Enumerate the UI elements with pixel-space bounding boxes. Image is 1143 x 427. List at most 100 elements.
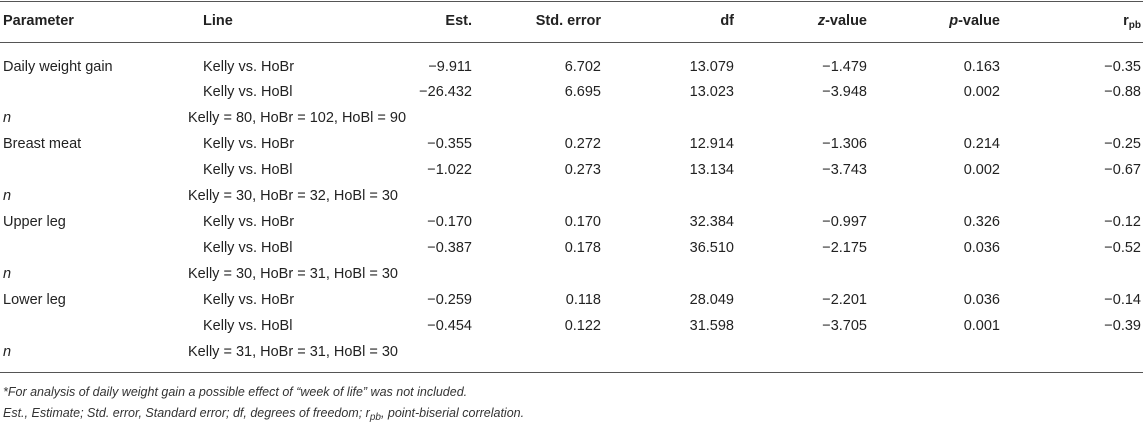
header-df: df xyxy=(720,13,734,29)
table-row: Kelly vs. HoBl −26.432 6.695 13.023 −3.9… xyxy=(0,80,1143,104)
cell-p-value: 0.326 xyxy=(963,214,1000,230)
cell-n-label: n xyxy=(3,188,12,204)
footnote-abbreviations: Est., Estimate; Std. error, Standard err… xyxy=(3,406,525,423)
cell-n-text: Kelly = 30, HoBr = 32, HoBl = 30 xyxy=(188,188,398,204)
cell-est: −0.259 xyxy=(427,292,472,308)
cell-parameter: Lower leg xyxy=(3,292,66,308)
cell-est: −0.387 xyxy=(427,240,472,256)
cell-p-value: 0.214 xyxy=(963,136,1000,152)
cell-std-error: 0.118 xyxy=(565,292,601,308)
cell-est: −0.454 xyxy=(427,318,472,334)
cell-n-label: n xyxy=(3,110,12,126)
cell-df: 13.079 xyxy=(689,59,734,75)
cell-r-pb: −0.67 xyxy=(1104,162,1141,178)
cell-parameter: Daily weight gain xyxy=(3,59,113,75)
table-header-rule xyxy=(0,42,1143,43)
header-p-value: p-value xyxy=(949,9,1000,33)
header-r-subscript: pb xyxy=(1128,20,1141,31)
cell-df: 36.510 xyxy=(689,240,734,256)
table-top-rule xyxy=(0,1,1143,2)
header-line: Line xyxy=(203,13,233,29)
sample-size-row: n Kelly = 30, HoBr = 31, HoBl = 30 xyxy=(0,262,1143,286)
cell-n-label: n xyxy=(3,266,12,282)
cell-line: Kelly vs. HoBl xyxy=(203,162,293,178)
table-row: Kelly vs. HoBl −0.387 0.178 36.510 −2.17… xyxy=(0,236,1143,260)
table-row: Upper leg Kelly vs. HoBr −0.170 0.170 32… xyxy=(0,210,1143,234)
cell-r-pb: −0.12 xyxy=(1104,214,1141,230)
cell-z-value: −0.997 xyxy=(822,214,867,230)
cell-df: 31.598 xyxy=(689,318,734,334)
table-row: Kelly vs. HoBl −1.022 0.273 13.134 −3.74… xyxy=(0,158,1143,182)
table-header: Parameter Line Est. Std. error df z-valu… xyxy=(0,9,1143,33)
cell-z-value: −3.948 xyxy=(822,84,867,100)
table-bottom-rule xyxy=(0,372,1143,373)
header-r-pb: rpb xyxy=(1123,9,1141,33)
cell-p-value: 0.002 xyxy=(963,84,1000,100)
cell-est: −1.022 xyxy=(427,162,472,178)
cell-parameter: Upper leg xyxy=(3,214,66,230)
cell-std-error: 0.273 xyxy=(564,162,601,178)
table-row: Lower leg Kelly vs. HoBr −0.259 0.118 28… xyxy=(0,288,1143,312)
cell-r-pb: −0.88 xyxy=(1104,84,1141,100)
cell-parameter: Breast meat xyxy=(3,136,82,152)
cell-p-value: 0.002 xyxy=(963,162,1000,178)
table-row: Breast meat Kelly vs. HoBr −0.355 0.272 … xyxy=(0,132,1143,156)
cell-est: −26.432 xyxy=(419,84,472,100)
header-r-symbol: r xyxy=(1123,13,1129,29)
cell-z-value: −2.175 xyxy=(822,240,867,256)
footnote-abbreviations-text: Est., Estimate; Std. error, Standard err… xyxy=(3,406,370,420)
header-p-suffix: -value xyxy=(958,13,1000,29)
cell-line: Kelly vs. HoBl xyxy=(203,84,293,100)
cell-r-pb: −0.14 xyxy=(1104,292,1141,308)
cell-std-error: 0.170 xyxy=(564,214,601,230)
header-p-symbol: p xyxy=(949,13,959,29)
cell-z-value: −3.743 xyxy=(822,162,867,178)
cell-p-value: 0.036 xyxy=(963,240,1000,256)
cell-est: −0.355 xyxy=(427,136,472,152)
cell-std-error: 0.178 xyxy=(564,240,601,256)
header-z-symbol: z xyxy=(817,13,826,29)
sample-size-row: n Kelly = 30, HoBr = 32, HoBl = 30 xyxy=(0,184,1143,208)
header-std-error: Std. error xyxy=(535,13,601,29)
cell-df: 12.914 xyxy=(689,136,734,152)
cell-z-value: −3.705 xyxy=(822,318,867,334)
cell-line: Kelly vs. HoBl xyxy=(203,240,293,256)
cell-r-pb: −0.39 xyxy=(1104,318,1141,334)
cell-std-error: 0.122 xyxy=(564,318,601,334)
footnote-week-of-life: *For analysis of daily weight gain a pos… xyxy=(3,385,468,399)
cell-est: −9.911 xyxy=(428,59,472,75)
cell-n-text: Kelly = 31, HoBr = 31, HoBl = 30 xyxy=(188,344,398,360)
cell-line: Kelly vs. HoBr xyxy=(203,136,295,152)
header-z-value: z-value xyxy=(818,9,867,33)
cell-std-error: 6.695 xyxy=(564,84,601,100)
cell-n-label: n xyxy=(3,344,12,360)
cell-n-text: Kelly = 30, HoBr = 31, HoBl = 30 xyxy=(188,266,398,282)
cell-line: Kelly vs. HoBr xyxy=(203,214,295,230)
header-parameter: Parameter xyxy=(3,13,74,29)
footnote-abbreviations-end: , point-biserial correlation. xyxy=(380,406,525,420)
cell-std-error: 6.702 xyxy=(564,59,601,75)
cell-r-pb: −0.35 xyxy=(1104,59,1141,75)
cell-p-value: 0.001 xyxy=(963,318,1000,334)
cell-line: Kelly vs. HoBr xyxy=(203,292,295,308)
table-row: Kelly vs. HoBl −0.454 0.122 31.598 −3.70… xyxy=(0,314,1143,338)
cell-z-value: −1.306 xyxy=(822,136,867,152)
cell-z-value: −2.201 xyxy=(822,292,867,308)
cell-p-value: 0.163 xyxy=(963,59,1000,75)
cell-df: 13.023 xyxy=(689,84,734,100)
sample-size-row: n Kelly = 31, HoBr = 31, HoBl = 30 xyxy=(0,340,1143,364)
cell-df: 32.384 xyxy=(689,214,734,230)
cell-line: Kelly vs. HoBl xyxy=(203,318,293,334)
cell-r-pb: −0.52 xyxy=(1104,240,1141,256)
cell-line: Kelly vs. HoBr xyxy=(203,59,295,75)
cell-est: −0.170 xyxy=(427,214,472,230)
footnote-r-subscript: pb xyxy=(369,412,381,423)
cell-p-value: 0.036 xyxy=(963,292,1000,308)
table-row: Daily weight gain Kelly vs. HoBr −9.911 … xyxy=(0,55,1143,79)
header-est: Est. xyxy=(445,13,472,29)
sample-size-row: n Kelly = 80, HoBr = 102, HoBl = 90 xyxy=(0,106,1143,130)
cell-df: 28.049 xyxy=(689,292,734,308)
cell-std-error: 0.272 xyxy=(564,136,601,152)
cell-n-text: Kelly = 80, HoBr = 102, HoBl = 90 xyxy=(188,110,407,126)
